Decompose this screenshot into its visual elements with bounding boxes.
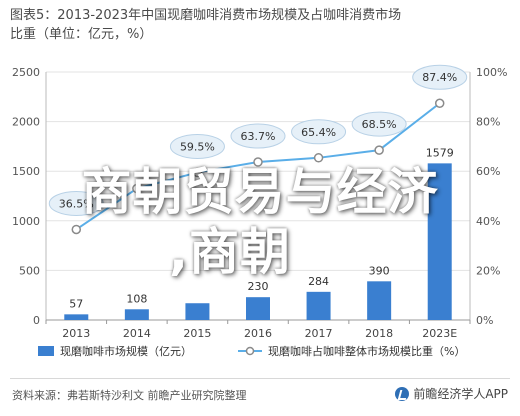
bar bbox=[64, 314, 89, 320]
line-point bbox=[313, 153, 324, 163]
line-value-label: 87.4% bbox=[422, 71, 457, 84]
source-note: 资料来源：弗若斯特沙利文 前瞻产业研究院整理 bbox=[12, 389, 247, 402]
line-value-bubble bbox=[169, 133, 225, 159]
legend-line-label: 现磨咖啡占咖啡整体市场规模比重（%） bbox=[268, 344, 465, 358]
y-right-tick-label: 0% bbox=[476, 314, 493, 327]
y-right-tick-label: 100% bbox=[476, 66, 507, 79]
x-tick-label: 2017 bbox=[305, 327, 333, 340]
line-point bbox=[71, 224, 82, 235]
legend-bar-swatch bbox=[38, 346, 54, 356]
line-point bbox=[132, 183, 142, 194]
line-point bbox=[192, 167, 203, 178]
line-point bbox=[434, 98, 445, 108]
bar-value-label: 390 bbox=[369, 264, 390, 277]
legend-line-marker bbox=[245, 346, 255, 356]
y-right-tick-label: 80% bbox=[476, 116, 500, 129]
chart-title-line2: 比重（单位：亿元，%） bbox=[10, 27, 153, 42]
chart-title-line1: 图表5：2013-2023年中国现磨咖啡消费市场规模及占咖啡消费市场 bbox=[10, 8, 402, 23]
y-left-tick-label: 2000 bbox=[12, 116, 40, 129]
x-tick-label: 2016 bbox=[244, 327, 272, 340]
line-value-bubble bbox=[351, 111, 407, 137]
y-left-tick-label: 0 bbox=[33, 314, 40, 327]
line-value-label: 65.4% bbox=[301, 126, 336, 139]
bar bbox=[246, 297, 270, 320]
bar-value-label: 230 bbox=[248, 280, 269, 293]
legend-bar-label: 现磨咖啡市场规模（亿元） bbox=[60, 344, 192, 358]
y-left-tick-label: 2500 bbox=[12, 66, 40, 79]
brand-logo-icon bbox=[395, 386, 410, 401]
line-value-bubble bbox=[48, 190, 104, 216]
line-value-bubble bbox=[412, 64, 468, 90]
footer-divider bbox=[10, 378, 510, 379]
bar bbox=[185, 303, 210, 320]
y-right-tick-label: 40% bbox=[476, 215, 500, 228]
bar bbox=[306, 291, 331, 320]
y-left-tick-label: 1500 bbox=[12, 165, 40, 178]
bar-value-label: 108 bbox=[126, 292, 147, 305]
bar-value-label: 1579 bbox=[426, 146, 454, 159]
y-right-tick-label: 60% bbox=[476, 165, 500, 178]
y-left-tick-label: 1000 bbox=[12, 215, 40, 228]
brand-watermark: 前瞻经济学人APP bbox=[395, 385, 508, 402]
x-tick-label: 2018 bbox=[365, 327, 393, 340]
line-value-label: 59.5% bbox=[180, 140, 215, 153]
chart-title: 图表5：2013-2023年中国现磨咖啡消费市场规模及占咖啡消费市场 比重（单位… bbox=[10, 6, 510, 44]
bar bbox=[367, 281, 392, 320]
x-tick-label: 2014 bbox=[123, 327, 151, 340]
y-right-tick-label: 20% bbox=[476, 264, 500, 277]
x-tick-label: 2023E bbox=[422, 327, 457, 340]
x-tick-label: 2013 bbox=[62, 327, 90, 340]
line-value-label: 63.7% bbox=[241, 130, 276, 143]
bar bbox=[124, 309, 149, 320]
brand-name: 前瞻经济学人APP bbox=[413, 387, 508, 401]
line-point bbox=[253, 157, 263, 167]
y-left-tick-label: 500 bbox=[19, 264, 40, 277]
bar-value-label: 284 bbox=[308, 275, 329, 288]
x-tick-label: 2015 bbox=[183, 327, 211, 340]
line-value-bubble bbox=[230, 123, 286, 149]
overlay-subheading: ,商朝 bbox=[169, 223, 291, 281]
line-point bbox=[374, 145, 384, 155]
line-value-bubble bbox=[291, 119, 347, 145]
overlay-heading: 商朝贸易与经济 bbox=[81, 163, 439, 221]
line-value-label: 68.5% bbox=[362, 118, 397, 131]
bar-value-label: 57 bbox=[69, 297, 83, 310]
bar bbox=[427, 163, 452, 320]
line-value-label: 36.5% bbox=[59, 197, 94, 210]
